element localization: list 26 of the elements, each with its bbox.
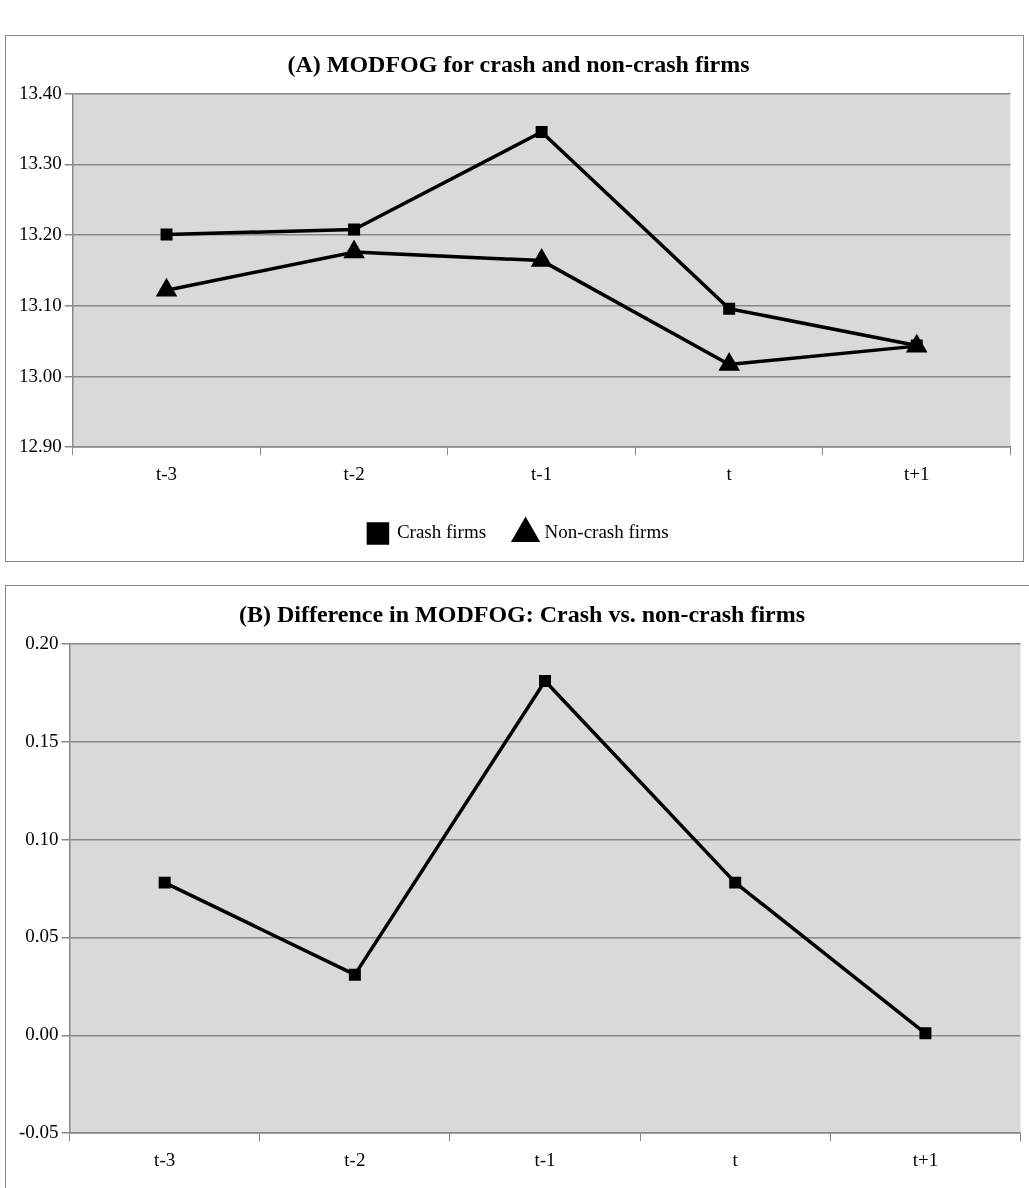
y-tick-label: 0.00 [25,1023,59,1045]
y-tick-label: 0.20 [25,631,59,653]
x-tick-label: t+1 [912,1148,939,1170]
y-tick-label: 0.15 [25,729,59,751]
x-tick-label: t-2 [344,1148,366,1170]
legend-label: Crash firms [396,521,487,543]
x-tick-label: t-3 [155,462,178,484]
chart-title: (B) Difference in MODFOG: Crash vs. non-crash firms [238,600,806,627]
x-tick-label: t+1 [903,462,930,484]
x-tick-label: t [726,462,733,484]
y-tick-label: 13.10 [19,293,62,315]
legend-label: Non-crash firms [544,521,669,543]
y-tick-label: 0.05 [25,925,59,947]
x-tick-label: t-1 [534,1148,556,1170]
y-tick-label: 13.40 [19,81,62,103]
x-tick-label: t [732,1148,739,1170]
x-tick-label: t-2 [343,462,365,484]
chart-title: (A) MODFOG for crash and non-crash firms [287,50,750,77]
x-tick-label: t-1 [531,462,553,484]
y-tick-label: 0.10 [25,827,59,849]
y-tick-label: -0.05 [19,1121,59,1143]
y-tick-label: 13.00 [19,364,62,386]
y-tick-label: 12.90 [19,435,62,457]
y-tick-label: 13.20 [19,223,62,245]
x-tick-label: t-3 [154,1148,176,1170]
y-tick-label: 13.30 [19,152,62,174]
